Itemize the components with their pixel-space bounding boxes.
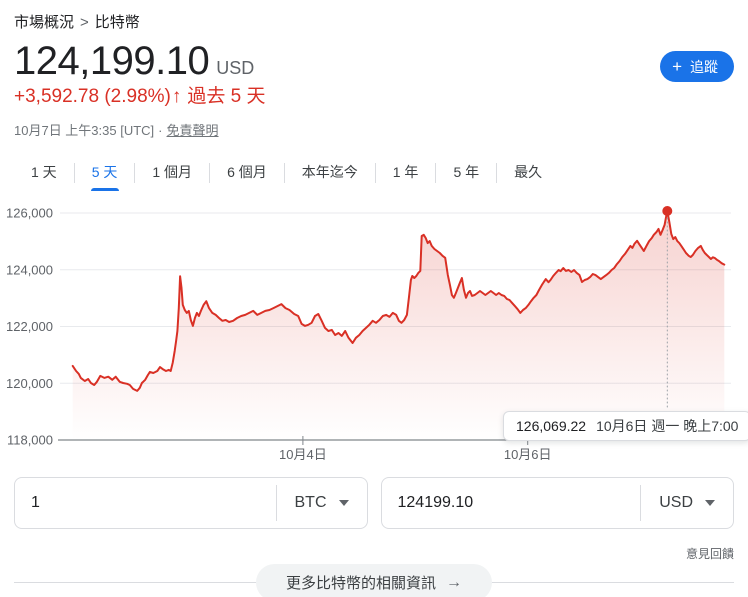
arrow-right-icon: → — [446, 573, 463, 591]
tab-range-6個月[interactable]: 6 個月 — [227, 163, 267, 180]
tooltip-date: 10月6日 週一 晚上7:00 — [596, 418, 739, 434]
change-period: 過去 5 天 — [187, 86, 266, 107]
tab-range-5年[interactable]: 5 年 — [453, 163, 480, 180]
price-chart[interactable]: 126,000 124,000 122,000 120,000 118,000 10月4日… — [0, 198, 748, 463]
price-value: 124,199.10 — [14, 39, 210, 83]
change-percent: (2.98%) — [104, 86, 171, 107]
tab-divider — [496, 163, 498, 183]
input-divider — [640, 485, 642, 521]
breadcrumb-current: 比特幣 — [94, 14, 140, 31]
tab-range-1年[interactable]: 1 年 — [392, 163, 419, 180]
tab-divider — [283, 163, 285, 183]
amount-input-from[interactable] — [15, 494, 276, 512]
dot-separator: · — [158, 123, 163, 138]
x-axis-label: 10月6日 — [504, 447, 552, 462]
time-range-tabs: 1 天 5 天 1 個月 6 個月 本年迄今 1 年 5 年 最久 — [0, 156, 748, 190]
more-info-button[interactable]: 更多比特幣的相關資訊 → — [255, 564, 493, 597]
amount-input-to[interactable] — [381, 494, 641, 512]
y-axis-label: 126,000 — [6, 206, 53, 221]
quote-header: 市場概況 > 比特幣 124,199.10 USD +3,592.78 (2.98%… — [0, 0, 748, 139]
tab-divider — [435, 163, 437, 183]
price-currency: USD — [216, 58, 255, 78]
breadcrumb-root-link[interactable]: 市場概況 — [14, 14, 75, 31]
currency-select-from[interactable]: BTC — [277, 494, 367, 512]
y-axis-label: 118,000 — [7, 433, 53, 448]
feedback-link[interactable]: 意見回饋 — [685, 547, 734, 561]
timestamp: 10月7日 上午3:35 [UTC] — [14, 123, 155, 138]
plus-icon: + — [672, 57, 682, 76]
follow-button-label: 追蹤 — [690, 58, 718, 75]
chart-line — [71, 210, 726, 392]
arrow-up-icon: ↑ — [171, 86, 182, 107]
breadcrumb: 市場概況 > 比特幣 — [14, 13, 734, 33]
timestamp-row: 10月7日 上午3:35 [UTC] · 免責聲明 — [14, 120, 734, 139]
x-axis-label: 10月4日 — [279, 447, 327, 462]
chart-tooltip: 126,069.22 10月6日 週一 晚上7:00 — [503, 411, 748, 441]
breadcrumb-separator: > — [80, 14, 89, 31]
chevron-down-icon — [338, 500, 349, 506]
data-point-marker — [662, 206, 673, 216]
input-divider — [275, 485, 277, 521]
tab-range-5天[interactable]: 5 天 — [75, 156, 135, 191]
tooltip-value: 126,069.22 — [516, 418, 587, 434]
change-amount: +3,592.78 — [14, 86, 100, 107]
tab-range-1天[interactable]: 1 天 — [31, 163, 57, 180]
price-change: +3,592.78 (2.98%)↑ 過去 5 天 — [14, 85, 734, 109]
currency-select-to[interactable]: USD — [641, 494, 733, 512]
tab-range-1個月[interactable]: 1 個月 — [152, 163, 193, 180]
currency-to-label: USD — [659, 494, 693, 511]
converter-to-box: USD — [380, 477, 734, 529]
y-axis-label: 122,000 — [6, 319, 53, 334]
chart-area-fill — [72, 211, 725, 440]
price-row: 124,199.10 USD — [14, 38, 734, 84]
disclaimer-link[interactable]: 免責聲明 — [166, 123, 219, 138]
tab-range-最久[interactable]: 最久 — [514, 163, 543, 180]
more-info-section: 更多比特幣的相關資訊 → — [0, 564, 748, 597]
more-info-label: 更多比特幣的相關資訊 — [285, 575, 437, 592]
chevron-down-icon — [705, 500, 715, 506]
tab-divider — [209, 163, 211, 183]
tab-divider — [374, 163, 376, 183]
tab-range-本年迄今[interactable]: 本年迄今 — [301, 163, 358, 180]
currency-from-label: BTC — [294, 494, 327, 511]
y-axis-label: 120,000 — [6, 376, 53, 391]
converter-from-box: BTC — [14, 477, 368, 529]
follow-button[interactable]: + 追蹤 — [660, 51, 734, 82]
y-axis-label: 124,000 — [6, 262, 53, 277]
tab-divider — [134, 163, 136, 183]
currency-converter: BTC USD — [14, 477, 734, 529]
